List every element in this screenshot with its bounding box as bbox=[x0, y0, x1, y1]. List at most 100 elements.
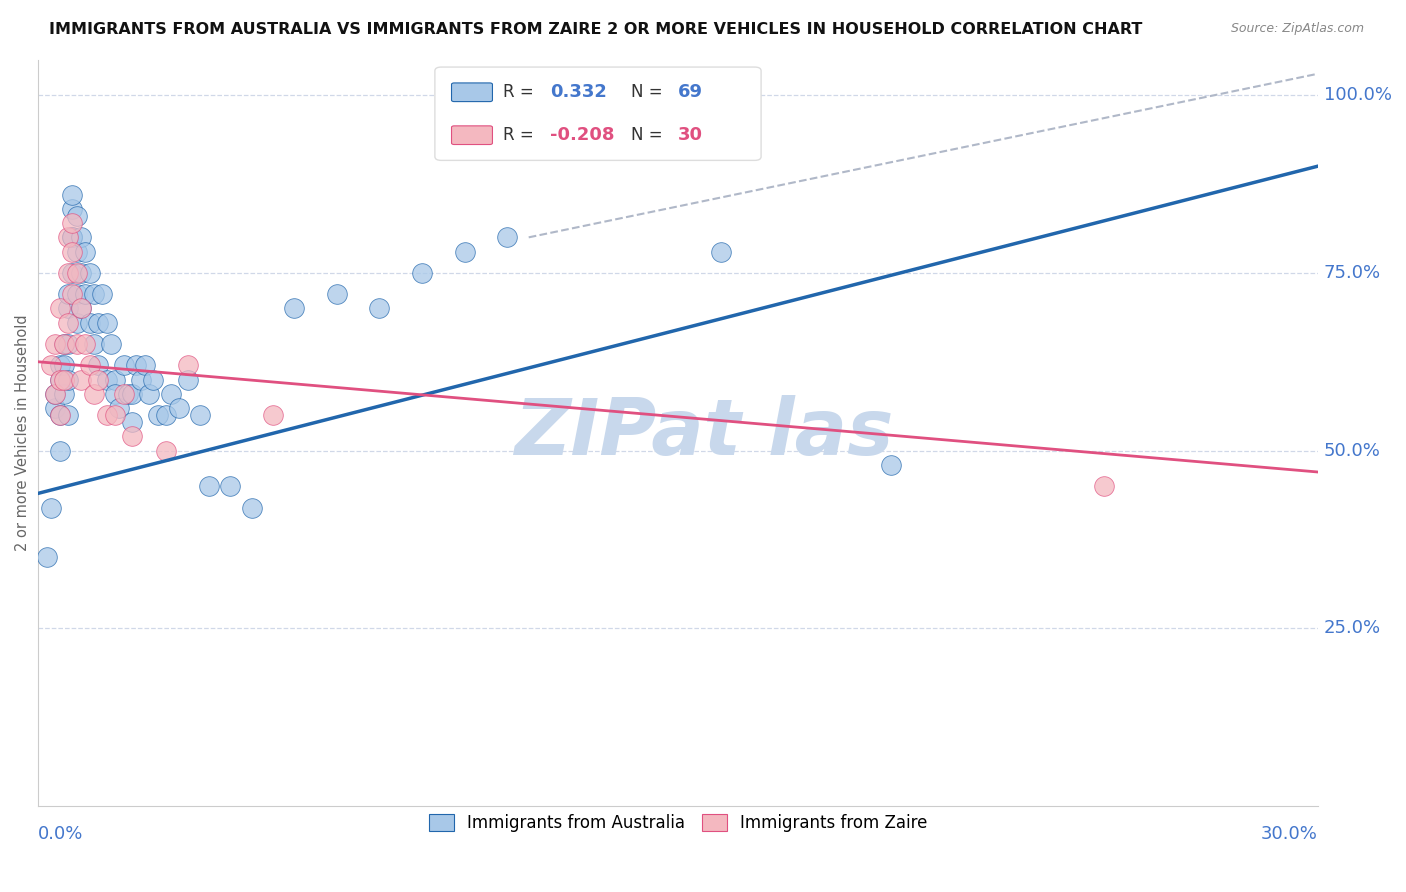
Point bbox=[496, 230, 519, 244]
Point bbox=[710, 244, 733, 259]
Point bbox=[146, 408, 169, 422]
Point bbox=[62, 266, 84, 280]
Point bbox=[108, 401, 131, 415]
Y-axis label: 2 or more Vehicles in Household: 2 or more Vehicles in Household bbox=[15, 315, 30, 551]
Point bbox=[48, 443, 70, 458]
Point bbox=[117, 386, 139, 401]
Point bbox=[155, 408, 177, 422]
Point bbox=[52, 386, 75, 401]
Point bbox=[134, 359, 156, 373]
FancyBboxPatch shape bbox=[451, 126, 492, 145]
Point bbox=[326, 287, 349, 301]
Point bbox=[83, 386, 105, 401]
Point bbox=[48, 359, 70, 373]
Point bbox=[79, 359, 101, 373]
Legend: Immigrants from Australia, Immigrants from Zaire: Immigrants from Australia, Immigrants fr… bbox=[422, 807, 934, 838]
Point bbox=[62, 216, 84, 230]
Point bbox=[62, 287, 84, 301]
Point bbox=[52, 337, 75, 351]
Point bbox=[56, 266, 79, 280]
Point bbox=[75, 337, 97, 351]
Point bbox=[83, 287, 105, 301]
Point bbox=[48, 301, 70, 316]
Point bbox=[96, 316, 118, 330]
Point bbox=[104, 373, 127, 387]
Point bbox=[121, 429, 143, 443]
Point bbox=[112, 386, 135, 401]
Text: 0.0%: 0.0% bbox=[38, 825, 84, 843]
Point bbox=[91, 287, 114, 301]
Point bbox=[142, 373, 165, 387]
FancyBboxPatch shape bbox=[451, 83, 492, 102]
Point bbox=[190, 408, 212, 422]
Point bbox=[62, 202, 84, 216]
Point bbox=[70, 266, 93, 280]
Point bbox=[104, 408, 127, 422]
Point bbox=[75, 244, 97, 259]
Point bbox=[70, 373, 93, 387]
Text: 25.0%: 25.0% bbox=[1324, 619, 1381, 638]
Point bbox=[56, 373, 79, 387]
Point bbox=[66, 266, 89, 280]
Point bbox=[79, 316, 101, 330]
Point bbox=[167, 401, 190, 415]
Point bbox=[56, 301, 79, 316]
Point bbox=[56, 316, 79, 330]
Point bbox=[66, 244, 89, 259]
Point bbox=[56, 230, 79, 244]
Point bbox=[96, 373, 118, 387]
Text: 0.332: 0.332 bbox=[550, 83, 607, 102]
Point bbox=[240, 500, 263, 515]
Point bbox=[411, 266, 433, 280]
Point bbox=[87, 359, 110, 373]
Point bbox=[70, 230, 93, 244]
Point bbox=[155, 443, 177, 458]
Point bbox=[44, 386, 66, 401]
Point bbox=[35, 550, 58, 565]
Point bbox=[138, 386, 160, 401]
Text: 100.0%: 100.0% bbox=[1324, 87, 1392, 104]
Point bbox=[87, 373, 110, 387]
Point bbox=[39, 500, 62, 515]
Point bbox=[62, 244, 84, 259]
Text: 75.0%: 75.0% bbox=[1324, 264, 1381, 282]
Point bbox=[198, 479, 221, 493]
Point bbox=[96, 408, 118, 422]
Point bbox=[48, 373, 70, 387]
Point bbox=[121, 415, 143, 429]
Point bbox=[44, 386, 66, 401]
FancyBboxPatch shape bbox=[434, 67, 761, 161]
Point bbox=[159, 386, 181, 401]
Text: 30: 30 bbox=[678, 126, 703, 145]
Point bbox=[62, 187, 84, 202]
Point bbox=[112, 359, 135, 373]
Point bbox=[121, 386, 143, 401]
Text: Source: ZipAtlas.com: Source: ZipAtlas.com bbox=[1230, 22, 1364, 36]
Point bbox=[219, 479, 242, 493]
Point bbox=[1092, 479, 1115, 493]
Text: 30.0%: 30.0% bbox=[1261, 825, 1317, 843]
Point bbox=[66, 287, 89, 301]
Text: -0.208: -0.208 bbox=[550, 126, 614, 145]
Point bbox=[62, 230, 84, 244]
Text: R =: R = bbox=[503, 126, 538, 145]
Point bbox=[44, 337, 66, 351]
Point bbox=[56, 287, 79, 301]
Text: R =: R = bbox=[503, 83, 538, 102]
Point bbox=[48, 373, 70, 387]
Point bbox=[262, 408, 284, 422]
Point bbox=[368, 301, 391, 316]
Point bbox=[125, 359, 148, 373]
Point bbox=[83, 337, 105, 351]
Point bbox=[176, 359, 198, 373]
Text: N =: N = bbox=[631, 83, 668, 102]
Point bbox=[880, 458, 903, 472]
Point bbox=[454, 244, 477, 259]
Point bbox=[52, 337, 75, 351]
Point bbox=[48, 408, 70, 422]
Point bbox=[176, 373, 198, 387]
Point bbox=[75, 287, 97, 301]
Point bbox=[56, 408, 79, 422]
Point bbox=[100, 337, 122, 351]
Text: N =: N = bbox=[631, 126, 668, 145]
